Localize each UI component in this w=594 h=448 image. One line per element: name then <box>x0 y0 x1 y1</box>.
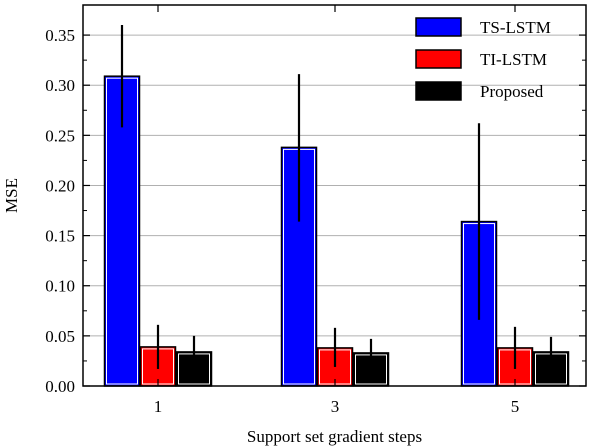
y-tick-label: 0.20 <box>45 176 75 195</box>
y-tick-label: 0.10 <box>45 277 75 296</box>
grid-lines <box>83 34 586 337</box>
x-tick-label: 1 <box>154 397 163 416</box>
x-axis-label: Support set gradient steps <box>247 427 422 446</box>
legend-item-ts-lstm: TS-LSTM <box>415 17 551 37</box>
legend-item-ti-lstm: TI-LSTM <box>415 49 547 69</box>
x-tick-label: 5 <box>511 397 520 416</box>
y-tick-label: 0.00 <box>45 377 75 396</box>
bars <box>103 75 570 387</box>
legend: TS-LSTM TI-LSTM Proposed <box>415 17 551 101</box>
legend-swatch-proposed <box>415 81 462 101</box>
legend-label-proposed: Proposed <box>480 82 544 101</box>
legend-label-ti-lstm: TI-LSTM <box>480 50 547 69</box>
x-tick-label: 3 <box>331 397 340 416</box>
legend-swatch-ti-lstm <box>415 49 462 69</box>
y-axis-label: MSE <box>2 178 21 213</box>
y-tick-label: 0.15 <box>45 227 75 246</box>
legend-swatch-ts-lstm <box>415 17 462 37</box>
legend-label-ts-lstm: TS-LSTM <box>480 18 551 37</box>
legend-item-proposed: Proposed <box>415 81 544 101</box>
y-tick-label: 0.05 <box>45 327 75 346</box>
y-tick-label: 0.25 <box>45 126 75 145</box>
ticks: 0.00 0.05 0.10 0.15 0.20 0.25 0.30 0.35 1 3 5 <box>45 5 586 416</box>
y-tick-label: 0.35 <box>45 26 75 45</box>
y-tick-label: 0.30 <box>45 76 75 95</box>
error-bars <box>120 25 553 369</box>
